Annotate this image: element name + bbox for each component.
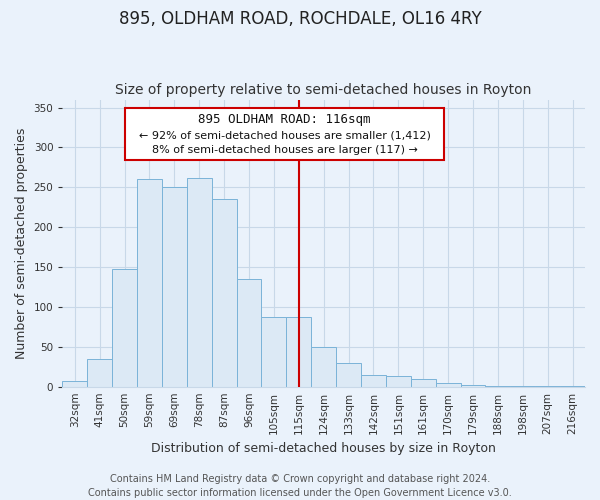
Bar	[286, 318, 311, 386]
X-axis label: Distribution of semi-detached houses by size in Royton: Distribution of semi-detached houses by …	[151, 442, 496, 455]
Bar	[336, 363, 361, 386]
Bar	[212, 200, 236, 386]
Bar	[461, 385, 485, 386]
Bar	[386, 376, 411, 386]
Text: Contains HM Land Registry data © Crown copyright and database right 2024.
Contai: Contains HM Land Registry data © Crown c…	[88, 474, 512, 498]
Text: 895 OLDHAM ROAD: 116sqm: 895 OLDHAM ROAD: 116sqm	[198, 113, 371, 126]
Bar	[436, 384, 461, 386]
Bar	[87, 359, 112, 386]
Bar	[137, 178, 162, 386]
Bar	[112, 268, 137, 386]
Title: Size of property relative to semi-detached houses in Royton: Size of property relative to semi-detach…	[115, 83, 532, 97]
Bar	[187, 178, 212, 386]
Bar	[236, 279, 262, 386]
Text: 895, OLDHAM ROAD, ROCHDALE, OL16 4RY: 895, OLDHAM ROAD, ROCHDALE, OL16 4RY	[119, 10, 481, 28]
FancyBboxPatch shape	[125, 108, 444, 160]
Y-axis label: Number of semi-detached properties: Number of semi-detached properties	[15, 128, 28, 359]
Bar	[411, 378, 436, 386]
Bar	[311, 347, 336, 387]
Bar	[361, 374, 386, 386]
Bar	[262, 318, 286, 386]
Text: 8% of semi-detached houses are larger (117) →: 8% of semi-detached houses are larger (1…	[152, 144, 418, 154]
Bar	[62, 381, 87, 386]
Text: ← 92% of semi-detached houses are smaller (1,412): ← 92% of semi-detached houses are smalle…	[139, 130, 430, 140]
Bar	[162, 188, 187, 386]
